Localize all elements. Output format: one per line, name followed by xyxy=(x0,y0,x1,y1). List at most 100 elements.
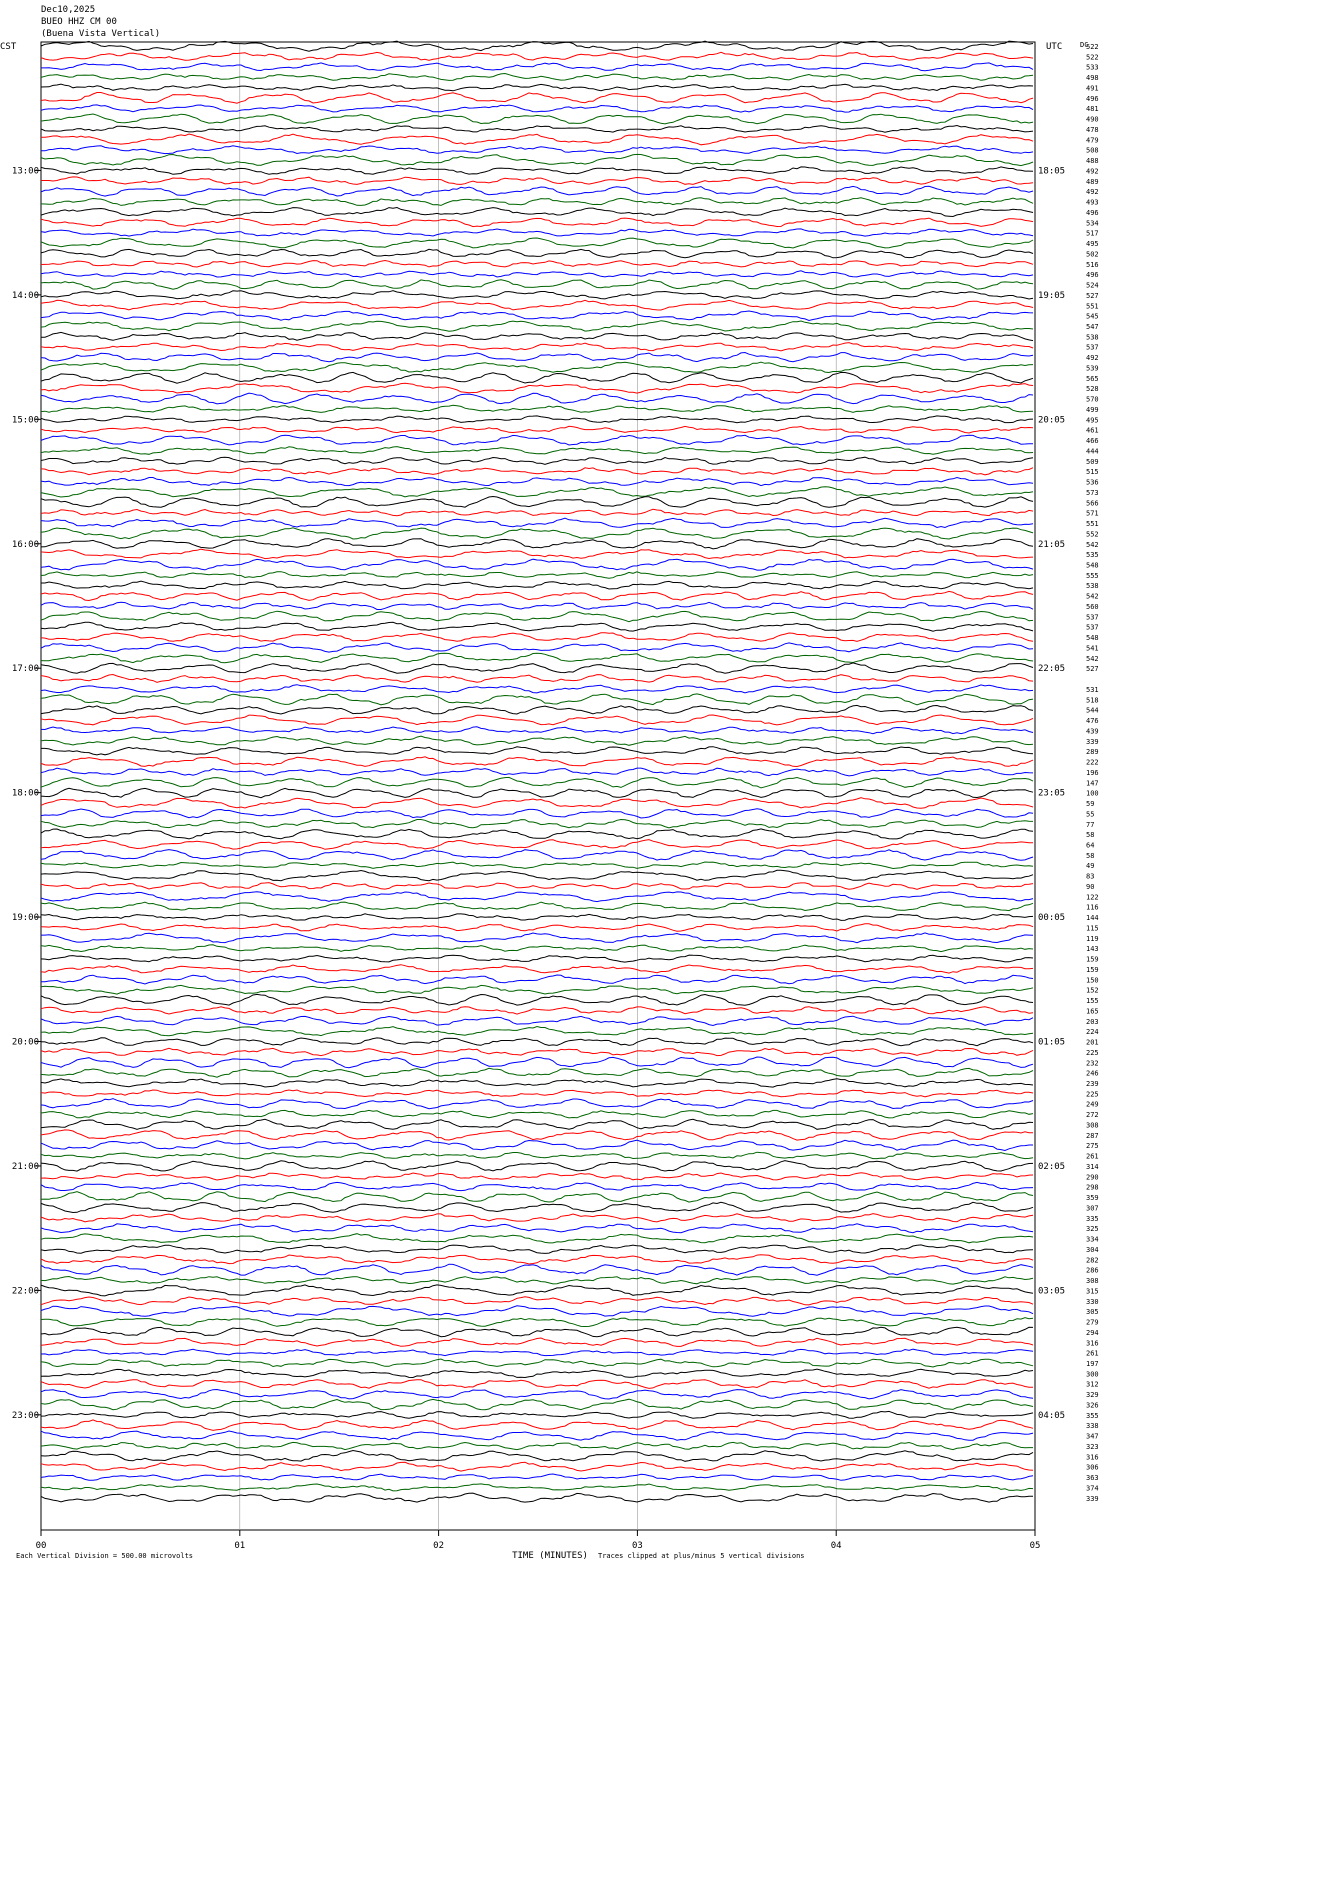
trace xyxy=(40,1348,1034,1357)
trace xyxy=(40,237,1034,249)
dc-offset: 566 xyxy=(1086,499,1099,507)
dc-offset: 201 xyxy=(1086,1039,1099,1047)
trace xyxy=(40,299,1034,311)
dc-offset: 119 xyxy=(1086,935,1099,943)
trace xyxy=(40,1441,1033,1451)
trace xyxy=(41,932,1034,944)
right-label: UTC xyxy=(1046,42,1062,52)
dc-offset: 544 xyxy=(1086,707,1099,715)
dc-offset: 261 xyxy=(1086,1153,1099,1161)
x-tick-label: 04 xyxy=(831,1541,842,1551)
left-time: 17:00 xyxy=(12,664,39,674)
dc-offset: 300 xyxy=(1086,1370,1099,1378)
dc-offset: 147 xyxy=(1086,779,1099,787)
dc-offset: 541 xyxy=(1086,644,1099,652)
left-time: 21:00 xyxy=(12,1162,39,1172)
trace xyxy=(40,726,1034,735)
dc-offset: 509 xyxy=(1086,458,1099,466)
trace xyxy=(41,331,1034,342)
trace xyxy=(40,1213,1034,1223)
trace xyxy=(40,642,1034,653)
dc-offset: 347 xyxy=(1086,1433,1099,1441)
dc-offset: 481 xyxy=(1086,105,1099,113)
dc-offset: 528 xyxy=(1086,385,1099,393)
trace xyxy=(40,320,1034,332)
trace xyxy=(40,839,1034,850)
trace xyxy=(40,476,1034,487)
trace xyxy=(40,735,1034,746)
right-time: 19:05 xyxy=(1038,291,1065,301)
left-time: 23:00 xyxy=(12,1411,39,1421)
dc-offset: 476 xyxy=(1086,717,1099,725)
trace xyxy=(40,1233,1034,1244)
x-title: TIME (MINUTES) xyxy=(512,1551,588,1561)
dc-offset: 49 xyxy=(1086,862,1094,870)
dc-offset: 294 xyxy=(1086,1329,1099,1337)
dc-offset: 298 xyxy=(1086,1184,1099,1192)
trace xyxy=(40,1129,1033,1141)
trace xyxy=(40,1410,1034,1419)
dc-offset: 100 xyxy=(1086,790,1099,798)
trace xyxy=(40,632,1034,642)
trace xyxy=(40,1388,1034,1400)
trace xyxy=(40,1223,1034,1234)
dc-offset: 225 xyxy=(1086,1049,1099,1057)
dc-offset: 560 xyxy=(1086,603,1099,611)
right-time: 01:05 xyxy=(1038,1038,1065,1048)
trace xyxy=(40,776,1034,789)
dc-offset: 58 xyxy=(1086,852,1094,860)
dc-offset: 316 xyxy=(1086,1339,1099,1347)
site: (Buena Vista Vertical) xyxy=(41,29,160,39)
dc-offset: 498 xyxy=(1086,74,1099,82)
dc-offset: 374 xyxy=(1086,1484,1099,1492)
dc-offset: 55 xyxy=(1086,810,1094,818)
dc-offset: 329 xyxy=(1086,1391,1099,1399)
trace xyxy=(40,652,1034,664)
dc-offset: 537 xyxy=(1086,624,1099,632)
trace xyxy=(40,1160,1034,1172)
date: Dec10,2025 xyxy=(41,5,95,15)
dc-offset: 363 xyxy=(1086,1474,1099,1482)
trace xyxy=(40,714,1034,726)
right-time: 18:05 xyxy=(1038,166,1065,176)
trace xyxy=(40,415,1034,424)
trace xyxy=(40,558,1034,571)
trace xyxy=(40,601,1034,610)
trace xyxy=(41,62,1034,72)
dc-offset: 144 xyxy=(1086,914,1099,922)
dc-offset: 83 xyxy=(1086,873,1094,881)
trace xyxy=(40,1006,1034,1015)
dc-offset: 542 xyxy=(1086,541,1099,549)
dc-offset: 547 xyxy=(1086,323,1099,331)
x-tick-label: 05 xyxy=(1030,1541,1041,1551)
trace xyxy=(40,1098,1034,1110)
dc-offset: 314 xyxy=(1086,1163,1099,1171)
trace xyxy=(40,1181,1034,1192)
dc-offset: 533 xyxy=(1086,64,1099,72)
trace xyxy=(40,1056,1034,1069)
trace xyxy=(40,1118,1034,1130)
trace xyxy=(40,704,1034,715)
dc-offset: 496 xyxy=(1086,95,1099,103)
trace xyxy=(40,954,1034,963)
trace xyxy=(40,1483,1034,1492)
dc-offset: 316 xyxy=(1086,1453,1099,1461)
trace xyxy=(40,913,1034,921)
trace xyxy=(40,153,1034,167)
trace xyxy=(40,145,1034,155)
dc-offset: 534 xyxy=(1086,219,1099,227)
trace xyxy=(40,1244,1034,1254)
dc-offset: 339 xyxy=(1086,1495,1099,1503)
dc-offset: 542 xyxy=(1086,655,1099,663)
dc-offset: 203 xyxy=(1086,1018,1099,1026)
dc-offset: 90 xyxy=(1086,883,1094,891)
right-time: 21:05 xyxy=(1038,540,1065,550)
trace xyxy=(40,1449,1034,1462)
trace xyxy=(40,206,1034,218)
right-time: 02:05 xyxy=(1038,1162,1065,1172)
dc-offset: 570 xyxy=(1086,396,1099,404)
dc-offset: 493 xyxy=(1086,199,1099,207)
dc-offset: 479 xyxy=(1086,136,1099,144)
dc-offset: 502 xyxy=(1086,250,1099,258)
